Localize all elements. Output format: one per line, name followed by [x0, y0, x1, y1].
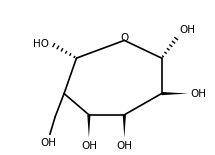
Polygon shape	[123, 115, 126, 138]
Text: HO: HO	[33, 39, 49, 49]
Text: OH: OH	[40, 138, 56, 148]
Text: O: O	[120, 33, 128, 43]
Polygon shape	[87, 115, 91, 138]
Polygon shape	[161, 92, 188, 95]
Text: OH: OH	[179, 25, 195, 35]
Text: OH: OH	[81, 141, 97, 151]
Text: OH: OH	[190, 89, 206, 99]
Text: OH: OH	[116, 141, 132, 151]
